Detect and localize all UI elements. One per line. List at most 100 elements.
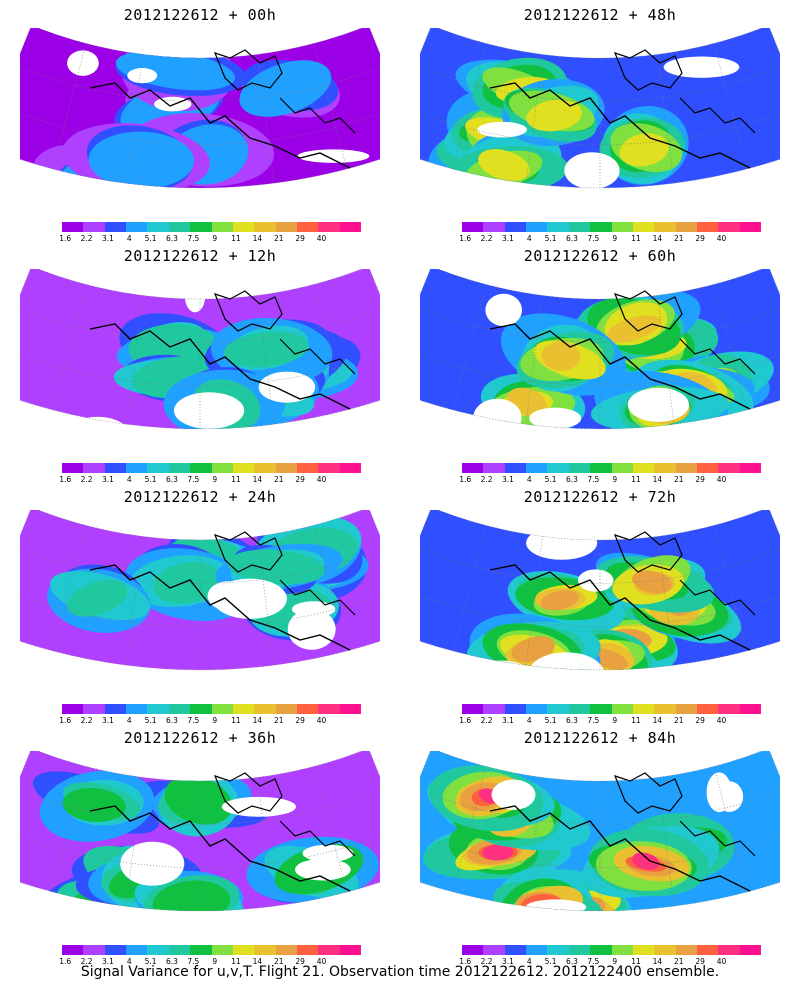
colorbar-tick-label: 6.3 — [166, 957, 178, 966]
colorbar-tick-label: 9 — [212, 957, 218, 966]
map-panel: 2012122612 + 72h 1.6 2.2 3.1 4 5.1 6.3 7.5 9 11 14… — [400, 482, 800, 726]
colorbar-swatch — [718, 222, 740, 232]
colorbar-tick-label: 1.6 — [59, 957, 72, 966]
colorbar-tick-label: 11 — [231, 475, 241, 484]
variance-map — [420, 751, 780, 912]
colorbar-swatch — [275, 463, 297, 473]
colorbar-swatch — [632, 945, 655, 955]
colorbar-tick-label: 4 — [526, 716, 532, 725]
colorbar-tick-label: 11 — [231, 716, 241, 725]
colorbar-tick-label: 7.5 — [187, 475, 200, 484]
colorbar-swatch — [126, 463, 148, 473]
colorbar-swatch — [462, 704, 484, 714]
map-panel: 2012122612 + 48h 1.6 2.2 3.1 4 5.1 6.3 7.5 9 11 14… — [400, 0, 800, 243]
colorbar-swatch — [296, 704, 319, 714]
colorbar-swatch — [147, 463, 169, 473]
colorbar-tick-label: 29 — [295, 475, 305, 484]
colorbar-swatch — [62, 945, 84, 955]
colorbar-tick-label: 14 — [252, 957, 263, 966]
colorbar-swatch — [568, 222, 591, 232]
colorbar-tick-label: 2.2 — [80, 957, 93, 966]
colorbar-tick-label: 5.1 — [144, 475, 157, 484]
colorbar-tick-label: 29 — [695, 234, 705, 243]
colorbar-swatch — [547, 945, 569, 955]
colorbar-tick-label: 21 — [273, 234, 284, 243]
variance-map — [20, 269, 380, 430]
colorbar-swatch — [590, 704, 612, 714]
colorbar-tick-label: 4 — [126, 716, 132, 725]
colorbar-tick-label: 40 — [716, 234, 727, 243]
colorbar-swatch — [190, 704, 212, 714]
map-panel: 2012122612 + 00h 1.6 2.2 3.1 4 5.1 6.3 7.5 9 11 14… — [0, 0, 400, 243]
colorbar-tick-label: 29 — [295, 957, 305, 966]
colorbar-tick-label: 3.1 — [501, 475, 514, 484]
colorbar-swatch — [232, 704, 255, 714]
colorbar-tick-label: 29 — [695, 716, 705, 725]
variance-map — [20, 751, 380, 912]
colorbar-swatch — [462, 222, 484, 232]
colorbar-swatch — [232, 222, 255, 232]
colorbar-tick-label: 1.6 — [59, 234, 72, 243]
colorbar-tick-label: 21 — [273, 475, 284, 484]
colorbar-tick-label: 7.5 — [587, 716, 600, 725]
map-panel: 2012122612 + 84h 1.6 2.2 3.1 4 5.1 6.3 7.5 9 11 14… — [400, 723, 800, 966]
colorbar-swatch — [675, 704, 697, 714]
colorbar-swatch — [296, 463, 319, 473]
colorbar — [462, 463, 762, 473]
colorbar-tick-label: 7.5 — [587, 234, 600, 243]
colorbar-swatch — [275, 222, 297, 232]
colorbar-swatch — [462, 463, 484, 473]
colorbar-tick-label: 3.1 — [501, 716, 514, 725]
colorbar-tick-label: 5.1 — [144, 716, 157, 725]
colorbar-swatch — [254, 222, 276, 232]
colorbar-swatch — [254, 945, 276, 955]
colorbar-tick-label: 7.5 — [187, 716, 200, 725]
colorbar-ticks: 1.6 2.2 3.1 4 5.1 6.3 7.5 9 11 14 21 29 40 — [459, 475, 761, 485]
colorbar-tick-label: 29 — [695, 957, 705, 966]
colorbar-swatch — [739, 463, 762, 473]
colorbar-tick-label: 40 — [316, 957, 327, 966]
colorbar-tick-label: 6.3 — [566, 716, 578, 725]
colorbar-swatch — [296, 945, 319, 955]
colorbar-swatch — [526, 704, 548, 714]
colorbar-tick-label: 3.1 — [101, 475, 114, 484]
colorbar-swatch — [168, 222, 191, 232]
colorbar — [462, 222, 762, 232]
colorbar-tick-label: 5.1 — [544, 957, 557, 966]
colorbar-tick-label: 14 — [652, 475, 663, 484]
colorbar-swatch — [318, 463, 340, 473]
colorbar-swatch — [254, 463, 276, 473]
colorbar-tick-label: 40 — [316, 234, 327, 243]
colorbar-swatch — [675, 463, 697, 473]
panel-title: 2012122612 + 72h — [523, 488, 677, 506]
colorbar-swatch — [147, 945, 169, 955]
colorbar-swatch — [611, 463, 633, 473]
colorbar-swatch — [275, 945, 297, 955]
colorbar-swatch — [83, 945, 105, 955]
colorbar — [62, 463, 362, 473]
colorbar-tick-label: 4 — [126, 957, 132, 966]
colorbar-tick-label: 21 — [673, 957, 684, 966]
colorbar-swatch — [211, 463, 233, 473]
colorbar-tick-label: 11 — [631, 957, 641, 966]
colorbar-tick-label: 21 — [273, 716, 284, 725]
colorbar-tick-label: 14 — [252, 475, 263, 484]
panel-title: 2012122612 + 36h — [123, 729, 277, 747]
colorbar-swatch — [504, 463, 527, 473]
colorbar-swatch — [611, 945, 633, 955]
colorbar-tick-label: 3.1 — [501, 234, 514, 243]
colorbar-tick-label: 21 — [673, 716, 684, 725]
colorbar-ticks: 1.6 2.2 3.1 4 5.1 6.3 7.5 9 11 14 21 29 40 — [459, 716, 761, 726]
colorbar-swatch — [211, 945, 233, 955]
colorbar-tick-label: 3.1 — [101, 716, 114, 725]
colorbar-tick-label: 14 — [652, 716, 663, 725]
colorbar-swatch — [339, 463, 362, 473]
colorbar-tick-label: 14 — [652, 957, 663, 966]
panel-title: 2012122612 + 12h — [123, 247, 277, 265]
colorbar-swatch — [147, 704, 169, 714]
colorbar-tick-label: 9 — [212, 716, 218, 725]
colorbar-swatch — [504, 945, 527, 955]
colorbar-swatch — [339, 222, 362, 232]
colorbar-tick-label: 11 — [631, 475, 641, 484]
colorbar-swatch — [504, 222, 527, 232]
